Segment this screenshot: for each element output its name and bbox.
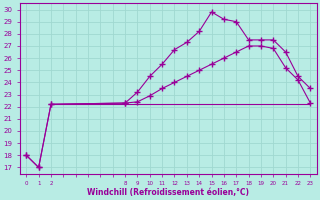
- X-axis label: Windchill (Refroidissement éolien,°C): Windchill (Refroidissement éolien,°C): [87, 188, 249, 197]
